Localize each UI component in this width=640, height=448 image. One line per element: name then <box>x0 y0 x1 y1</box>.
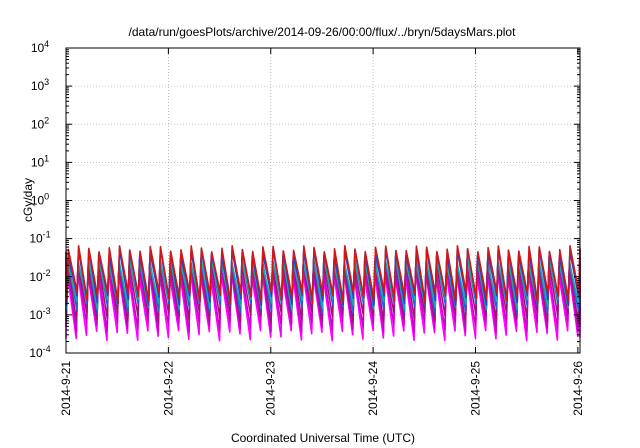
x-axis-label: Coordinated Universal Time (UTC) <box>231 431 415 445</box>
y-tick-label: 10-2 <box>29 268 50 284</box>
x-tick-label: 2014-9-23 <box>264 361 278 416</box>
x-axis: 2014-9-21 2014-9-22 2014-9-23 2014-9-24 2014… <box>59 48 585 416</box>
y-axis-label: cGy/day <box>21 178 35 222</box>
x-tick-label: 2014-9-22 <box>161 361 175 416</box>
y-tick-label: 104 <box>31 39 49 55</box>
x-tick-label: 2014-9-25 <box>468 361 482 416</box>
y-tick-label: 10-1 <box>29 230 50 246</box>
y-tick-label: 103 <box>31 77 49 93</box>
x-tick-label: 2014-9-24 <box>366 361 380 416</box>
series-line <box>65 244 581 304</box>
series-layer <box>65 244 581 342</box>
y-axis: 10-4 10-3 10-2 10-1 100 101 102 103 104 <box>29 39 580 360</box>
y-tick-label: 101 <box>31 153 49 169</box>
x-tick-label: 2014-9-21 <box>59 361 73 416</box>
x-tick-label: 2014-9-26 <box>571 361 585 416</box>
y-tick-label: 100 <box>31 192 49 208</box>
y-tick-label: 10-4 <box>29 344 50 360</box>
chart-title: /data/run/goesPlots/archive/2014-09-26/0… <box>129 25 517 39</box>
y-tick-label: 102 <box>31 115 49 131</box>
y-tick-label: 10-3 <box>29 306 50 322</box>
